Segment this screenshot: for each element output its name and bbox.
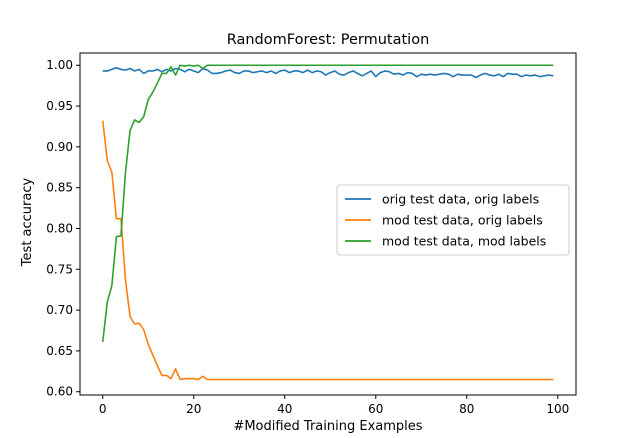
legend-label-3: mod test data, mod labels xyxy=(382,234,546,249)
x-axis: 0 20 40 60 80 100 xyxy=(99,395,569,416)
plot-frame xyxy=(79,52,577,396)
y-tick-label: 0.60 xyxy=(46,385,73,399)
legend: orig test data, orig labels mod test data… xyxy=(336,184,570,256)
x-tick-label: 0 xyxy=(99,402,107,416)
x-axis-label: #Modified Training Examples xyxy=(233,419,422,434)
y-tick-label: 0.90 xyxy=(46,140,73,154)
legend-label-1: orig test data, orig labels xyxy=(382,192,539,207)
legend-box xyxy=(336,184,570,256)
x-tick-label: 40 xyxy=(277,402,292,416)
series-line-3 xyxy=(101,64,554,343)
legend-label-2: mod test data, orig labels xyxy=(382,213,543,228)
y-tick-label: 0.75 xyxy=(46,262,73,276)
y-tick-label: 1.00 xyxy=(46,58,73,72)
x-tick-label: 60 xyxy=(368,402,383,416)
y-axis-label: Test accuracy xyxy=(20,178,35,268)
plot-area xyxy=(79,52,577,396)
chart-title: RandomForest: Permutation xyxy=(227,32,430,48)
x-tick-label: 20 xyxy=(186,402,201,416)
y-tick-label: 0.70 xyxy=(46,303,73,317)
y-axis: 0.60 0.65 0.70 0.75 0.80 0.85 0.90 0.95 1.00 xyxy=(46,58,80,399)
series-line-2 xyxy=(101,120,554,381)
y-tick-label: 0.95 xyxy=(46,99,73,113)
x-tick-label: 100 xyxy=(546,402,569,416)
y-tick-label: 0.85 xyxy=(46,181,73,195)
x-tick-label: 80 xyxy=(459,402,474,416)
y-tick-label: 0.80 xyxy=(46,221,73,235)
y-tick-label: 0.65 xyxy=(46,344,73,358)
